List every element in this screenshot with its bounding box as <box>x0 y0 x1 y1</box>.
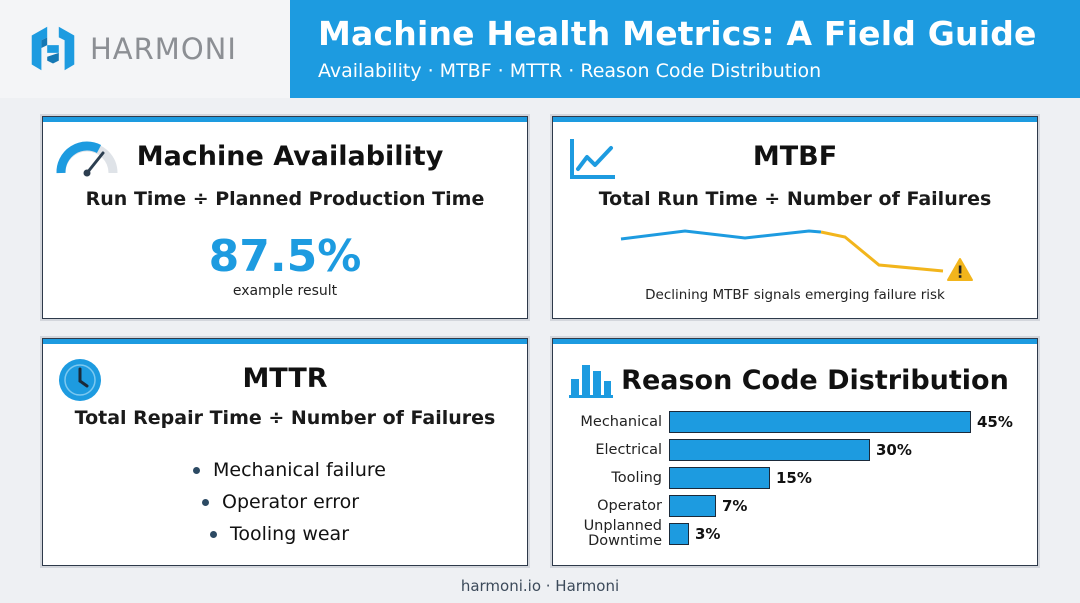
reason-bar-value: 3% <box>695 525 721 543</box>
page-title: Machine Health Metrics: A Field Guide <box>318 14 1037 53</box>
reason-bar-value: 45% <box>977 413 1013 431</box>
line-chart-icon <box>570 139 615 179</box>
clock-icon <box>59 359 101 401</box>
reason-bar <box>669 523 689 545</box>
availability-value: 87.5% <box>208 231 362 282</box>
reason-bar-label: Operator <box>597 498 662 514</box>
title-banner: Machine Health Metrics: A Field Guide Av… <box>290 0 1080 98</box>
warning-icon <box>947 258 973 281</box>
brand-header: HARMONI <box>0 0 290 98</box>
mtbf-title: MTBF <box>752 141 838 172</box>
mttr-cause-list: Mechanical failure Operator error Toolin… <box>193 454 386 550</box>
page-subtitle: Availability · MTBF · MTTR · Reason Code… <box>318 60 822 82</box>
reason-bar-label: Unplanned Downtime <box>583 518 662 549</box>
harmoni-hex-logo-icon <box>31 26 75 71</box>
gauge-icon <box>56 141 118 177</box>
availability-caption: example result <box>232 283 338 299</box>
reason-bar-value: 15% <box>776 469 812 487</box>
brand-name: HARMONI <box>90 32 237 66</box>
reason-bar-value: 30% <box>876 441 912 459</box>
reason-title: Reason Code Distribution <box>621 365 1009 396</box>
mtbf-trend-line <box>620 229 944 273</box>
list-item: Operator error <box>202 486 386 518</box>
mtbf-card: MTBF Total Run Time ÷ Number of Failures… <box>552 116 1038 319</box>
list-item: Tooling wear <box>210 518 386 550</box>
footer-credit: harmoni.io · Harmoni <box>460 577 620 595</box>
list-item: Mechanical failure <box>193 454 386 486</box>
bar-chart-icon <box>569 365 613 398</box>
reason-bar-row: Electrical 30% <box>553 439 1039 461</box>
reason-bar <box>669 411 971 433</box>
reason-code-card: Reason Code Distribution Mechanical 45% El… <box>552 338 1038 566</box>
reason-bar-row: Unplanned Downtime 3% <box>553 519 1039 549</box>
reason-bar <box>669 439 870 461</box>
mtbf-formula: Total Run Time ÷ Number of Failures <box>598 188 992 210</box>
reason-bar-row: Operator 7% <box>553 495 1039 517</box>
availability-title: Machine Availability <box>136 141 444 172</box>
availability-card: Machine Availability Run Time ÷ Planned … <box>42 116 528 319</box>
reason-bar-row: Mechanical 45% <box>553 411 1039 433</box>
reason-bar-label: Electrical <box>595 442 662 458</box>
mtbf-note: Declining MTBF signals emerging failure … <box>645 287 945 303</box>
reason-bar-label: Tooling <box>611 470 662 486</box>
mttr-card: MTTR Total Repair Time ÷ Number of Failu… <box>42 338 528 566</box>
reason-bar-row: Tooling 15% <box>553 467 1039 489</box>
mttr-title: MTTR <box>242 363 328 394</box>
reason-bar-value: 7% <box>722 497 748 515</box>
mttr-formula: Total Repair Time ÷ Number of Failures <box>74 407 496 429</box>
availability-formula: Run Time ÷ Planned Production Time <box>85 188 485 210</box>
reason-bar-label: Mechanical <box>580 414 662 430</box>
reason-bar <box>669 495 716 517</box>
reason-bar <box>669 467 770 489</box>
